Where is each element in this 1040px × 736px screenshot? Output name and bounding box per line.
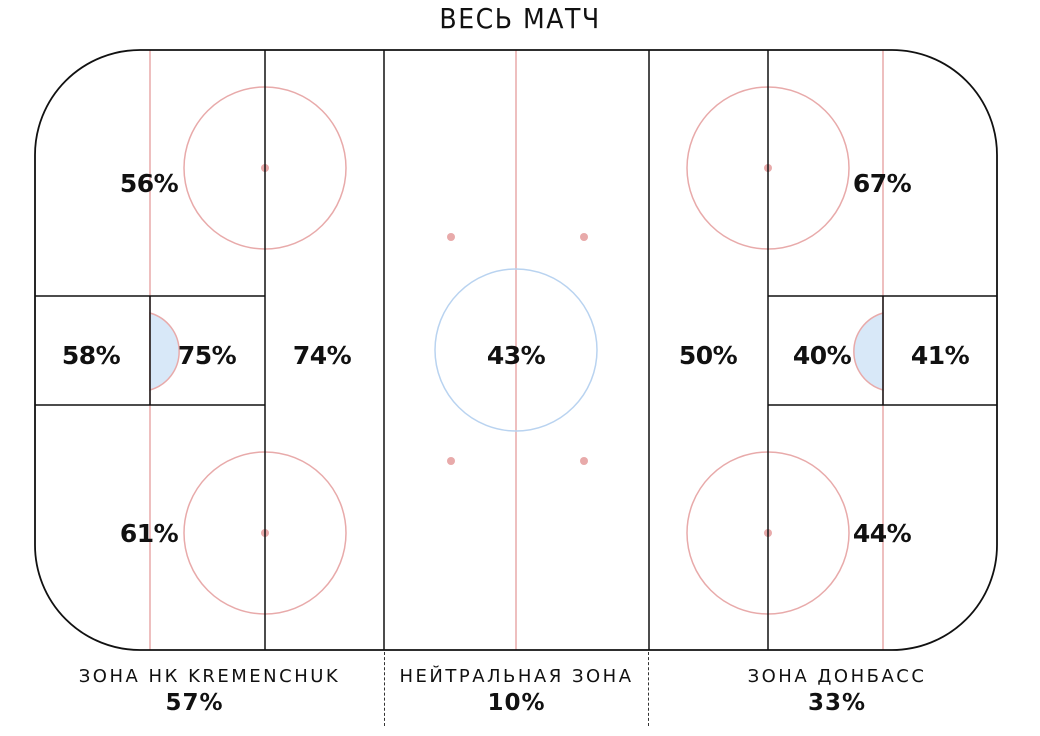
home-bottom-circle-pct: 61% — [120, 519, 179, 548]
rink-boards — [34, 49, 998, 651]
neutral-zone-label: НЕЙТРАЛЬНАЯ ЗОНА — [399, 666, 634, 687]
home-goal-crease — [149, 312, 180, 391]
home-zone-value: 57% — [165, 690, 224, 716]
zone-divider-left — [384, 652, 385, 726]
faceoff-dot — [580, 457, 588, 465]
center-circle — [434, 268, 598, 432]
home-zone-label: ЗОНА НК KREMENCHUK — [78, 666, 341, 687]
zone-divider-right — [648, 652, 649, 726]
page-title: ВЕСЬ МАТЧ — [439, 2, 601, 35]
neutral-center-pct: 43% — [487, 341, 546, 370]
away-zone-value: 33% — [807, 690, 867, 716]
away-zone-label: ЗОНА ДОНБАСС — [747, 666, 927, 687]
away-net-behind-pct: 41% — [911, 341, 970, 370]
away-point-pct: 50% — [679, 341, 738, 370]
away-bottom-circle-pct: 44% — [853, 519, 912, 548]
home-net-behind-pct: 58% — [62, 341, 121, 370]
neutral-zone-value: 10% — [487, 690, 546, 716]
away-top-circle-pct: 67% — [853, 169, 912, 198]
faceoff-dot — [580, 233, 588, 241]
faceoff-dot — [447, 233, 455, 241]
away-goal-crease — [853, 312, 884, 391]
away-slot-pct: 40% — [793, 341, 852, 370]
faceoff-dot — [447, 457, 455, 465]
home-top-circle-pct: 56% — [120, 169, 179, 198]
home-point-pct: 74% — [293, 341, 352, 370]
home-slot-pct: 75% — [178, 341, 237, 370]
